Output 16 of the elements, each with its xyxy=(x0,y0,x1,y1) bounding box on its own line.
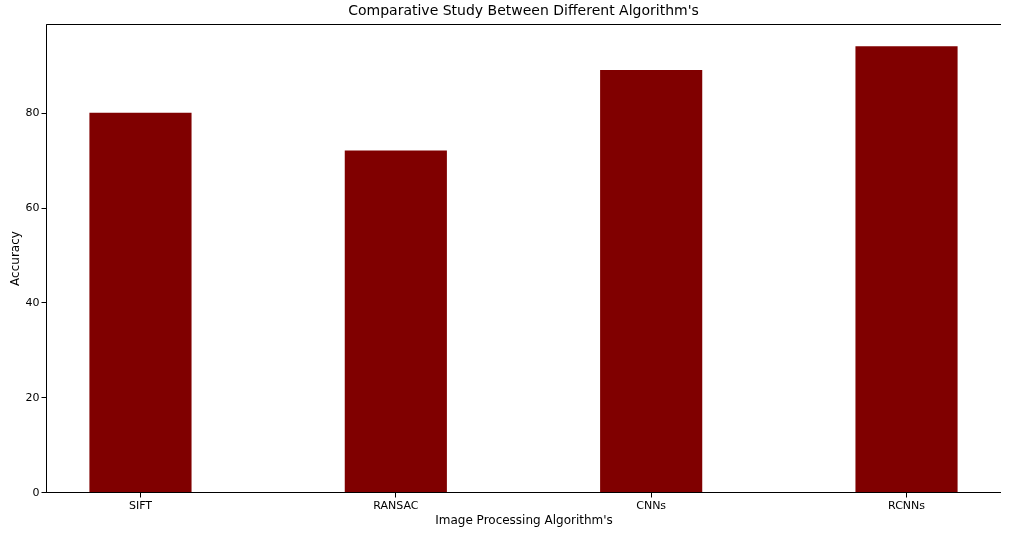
x-tick-label: RCNNs xyxy=(888,498,926,512)
chart-title: Comparative Study Between Different Algorithm's xyxy=(348,2,699,18)
y-axis-title: Accuracy xyxy=(7,231,22,286)
bar xyxy=(344,150,447,492)
y-tick-label: 40 xyxy=(25,295,40,309)
x-axis-title: Image Processing Algorithm's xyxy=(435,512,613,527)
y-tick-label: 0 xyxy=(32,485,40,499)
bar xyxy=(855,46,958,492)
x-tick-label: CNNs xyxy=(636,498,667,512)
y-tick-label: 20 xyxy=(25,390,40,404)
bar xyxy=(89,112,192,492)
x-tick-label: RANSAC xyxy=(373,498,419,512)
bar xyxy=(600,69,703,492)
x-tick-label: SIFT xyxy=(128,498,153,512)
y-tick-label: 80 xyxy=(25,106,40,120)
y-tick-label: 60 xyxy=(25,201,40,214)
